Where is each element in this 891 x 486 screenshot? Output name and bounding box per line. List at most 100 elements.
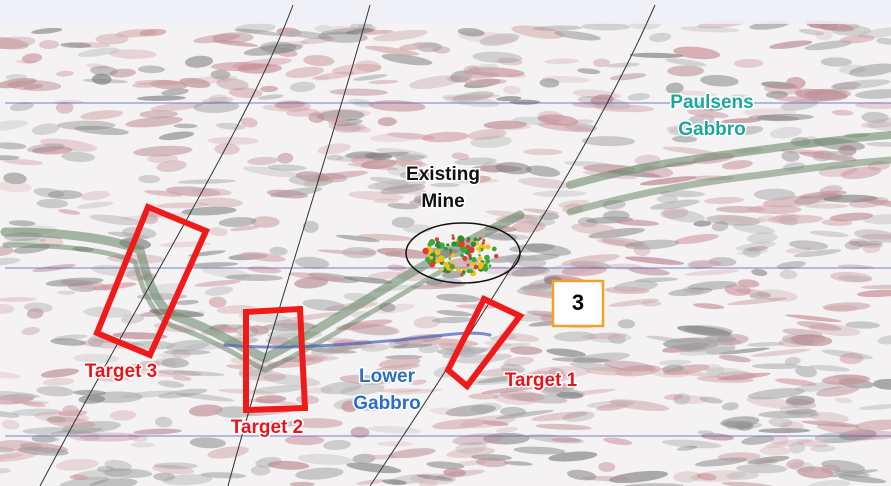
texture-blob (499, 390, 545, 402)
texture-blob (104, 459, 132, 472)
texture-blob (17, 446, 69, 456)
texture-blob (378, 388, 423, 393)
texture-blob (496, 426, 518, 433)
texture-blob (821, 459, 866, 473)
texture-blob (495, 409, 554, 420)
texture-blob (849, 63, 891, 77)
texture-blob (310, 348, 357, 354)
texture-blob (121, 313, 145, 324)
texture-blob (247, 156, 279, 166)
texture-blob (285, 66, 324, 79)
texture-blob (194, 408, 223, 415)
texture-blob (660, 207, 689, 219)
texture-blob (664, 393, 684, 400)
texture-blob (308, 112, 325, 123)
texture-blob (509, 243, 555, 253)
texture-blob (89, 478, 138, 486)
texture-blob (525, 165, 561, 177)
texture-blob (50, 338, 86, 346)
texture-blob (208, 227, 228, 237)
texture-blob (790, 334, 833, 347)
texture-blob (454, 157, 497, 166)
texture-blob (526, 370, 570, 382)
texture-blob (566, 469, 597, 481)
texture-blob (564, 160, 613, 167)
texture-blob (502, 85, 521, 95)
texture-blob (548, 367, 565, 379)
texture-blob (693, 220, 712, 227)
texture-blob (291, 418, 343, 429)
texture-blob (158, 131, 195, 141)
texture-blob (57, 209, 81, 215)
texture-blob (553, 331, 597, 342)
texture-blob (364, 45, 420, 56)
label-existing-mine: Existing (406, 164, 480, 185)
texture-blob (810, 445, 836, 452)
texture-blob (483, 120, 528, 130)
texture-blob (819, 185, 843, 195)
texture-blob (162, 474, 213, 486)
mine-point (434, 249, 441, 256)
texture-blob (658, 359, 692, 366)
texture-blob (40, 368, 80, 378)
texture-blob (409, 170, 455, 180)
texture-blob (131, 82, 166, 88)
texture-blob (519, 283, 552, 292)
texture-blob (464, 78, 507, 86)
texture-blob (177, 179, 236, 184)
texture-blob (716, 216, 768, 224)
texture-blob (410, 379, 427, 386)
texture-blob (374, 182, 427, 195)
texture-blob (302, 220, 319, 233)
texture-blob (181, 206, 237, 216)
texture-blob (161, 358, 190, 368)
texture-blob (577, 68, 601, 75)
mine-point (443, 261, 449, 268)
texture-blob (139, 110, 179, 119)
texture-blob (133, 145, 193, 157)
texture-blob (418, 343, 440, 354)
texture-blob (829, 212, 874, 222)
texture-blob (311, 345, 349, 356)
texture-blob (317, 109, 365, 122)
texture-blob (377, 117, 397, 127)
mine-point (477, 256, 483, 261)
texture-blob (662, 209, 705, 223)
texture-blob (120, 390, 178, 399)
texture-blob (668, 287, 713, 297)
texture-blob (746, 396, 798, 409)
texture-blob (677, 325, 732, 337)
texture-blob (266, 357, 324, 368)
texture-blob (648, 32, 672, 42)
texture-blob (304, 387, 334, 394)
texture-blob (730, 94, 749, 99)
texture-blob (95, 33, 129, 45)
texture-blob (0, 36, 29, 50)
texture-blob (444, 94, 500, 100)
texture-blob (858, 404, 891, 410)
texture-blob (601, 237, 645, 247)
texture-blob (499, 406, 527, 417)
texture-blob (609, 73, 647, 81)
texture-blob (364, 152, 393, 160)
texture-blob (808, 364, 851, 372)
texture-blob (662, 146, 718, 156)
texture-blob (76, 201, 114, 209)
texture-blob (165, 340, 210, 352)
mine-point (480, 247, 484, 251)
texture-blob (624, 239, 680, 250)
texture-blob (704, 335, 737, 343)
mine-point (449, 251, 453, 255)
texture-blob (675, 344, 706, 353)
texture-blob (673, 393, 691, 405)
texture-blob (865, 141, 891, 147)
texture-blob (0, 393, 36, 405)
texture-blob (430, 182, 461, 188)
texture-blob (687, 260, 713, 270)
texture-blob (392, 343, 433, 349)
mine-point (494, 253, 499, 259)
texture-blob (539, 78, 560, 88)
label-paulsens: Gabbro (678, 119, 746, 140)
label-lower-gabbro: Lower (359, 366, 416, 387)
texture-blob (0, 468, 11, 474)
